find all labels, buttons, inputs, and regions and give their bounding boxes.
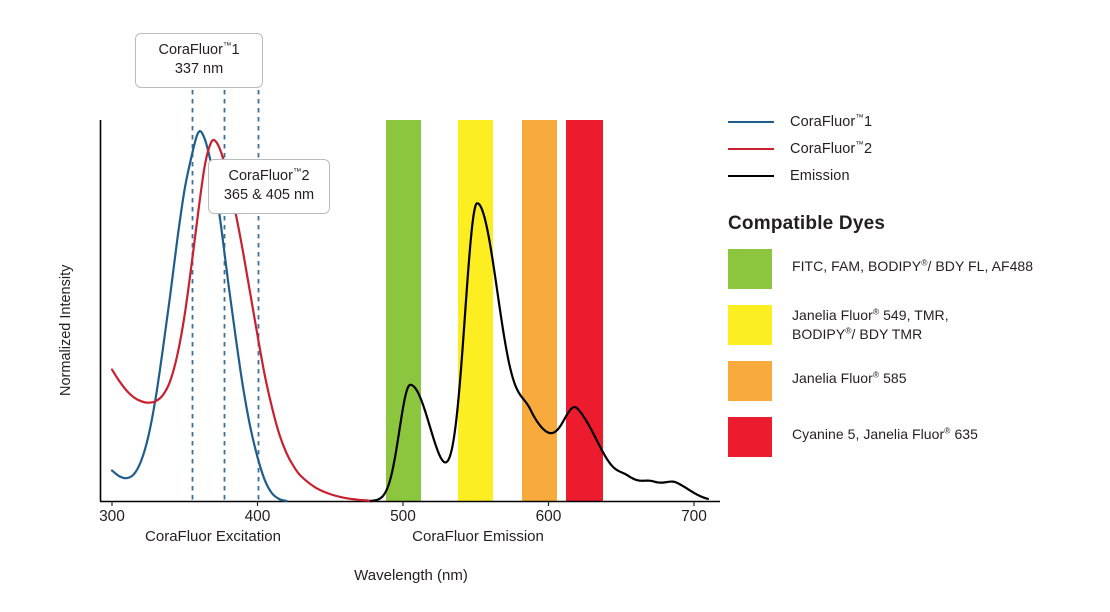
curve-emission xyxy=(369,202,710,503)
orange-band xyxy=(522,120,557,501)
dye-color-swatch xyxy=(728,305,772,345)
callout-1-line2: 337 nm xyxy=(174,61,224,78)
x-tick-label-700: 700 xyxy=(681,508,707,525)
section-label-emission: CoraFluor Emission xyxy=(412,528,544,545)
dye-item-2[interactable]: Janelia Fluor® 549, TMR, BODIPY®/ BDY TMR xyxy=(728,305,1098,345)
callout-2-line2: 365 & 405 nm xyxy=(223,187,315,204)
x-tick-label-500: 500 xyxy=(390,508,416,525)
dye-label: Cyanine 5, Janelia Fluor® 635 xyxy=(792,417,978,444)
callout-2-line1: CoraFluor™2 xyxy=(228,166,310,184)
dye-label-line1: Janelia Fluor® 549, TMR, xyxy=(792,306,949,323)
dye-item-1[interactable]: FITC, FAM, BODIPY®/ BDY FL, AF488 xyxy=(728,249,1098,289)
dye-color-swatch xyxy=(728,249,772,289)
legend-item-label: CoraFluor™2 xyxy=(790,138,873,157)
green-band xyxy=(386,120,421,501)
legend-item-3[interactable]: Emission xyxy=(728,162,1098,189)
vertical-marker-lines-group xyxy=(191,90,260,501)
dye-label: Janelia Fluor® 585 xyxy=(792,361,907,388)
dye-item-3[interactable]: Janelia Fluor® 585 xyxy=(728,361,1098,401)
compatible-dyes-list: FITC, FAM, BODIPY®/ BDY FL, AF488 Janelia… xyxy=(728,249,1098,457)
axis-lines-group xyxy=(99,120,720,503)
legend-panel: CoraFluor™1 CoraFluor™2 Emission Compatibl… xyxy=(728,108,1098,473)
dye-color-swatch xyxy=(728,361,772,401)
compatible-dyes-title: Compatible Dyes xyxy=(728,213,886,234)
legend-item-label: Emission xyxy=(790,167,850,184)
dye-label-line1: Janelia Fluor® 585 xyxy=(792,369,907,386)
callout-corafluor1: CoraFluor™1 337 nm xyxy=(135,33,263,89)
curve-corafluor2 xyxy=(110,138,375,503)
shaded-bands-group xyxy=(386,120,603,501)
legend-line-swatch xyxy=(728,174,774,177)
dye-item-4[interactable]: Cyanine 5, Janelia Fluor® 635 xyxy=(728,417,1098,457)
x-axis-ticks-group: 300 400 500 600 700 CoraFluor Excitation CoraF… xyxy=(99,501,707,545)
y-axis-title: Normalized Intensity xyxy=(58,264,74,396)
x-axis-title: Wavelength (nm) xyxy=(354,567,468,584)
legend-item-label: CoraFluor™1 xyxy=(790,111,873,130)
x-tick-label-600: 600 xyxy=(536,508,562,525)
legend-line-swatch xyxy=(728,147,774,150)
x-tick-label-300: 300 xyxy=(99,508,125,525)
legend-series-list: CoraFluor™1 CoraFluor™2 Emission xyxy=(728,108,1098,189)
spectra-curves-group xyxy=(110,130,710,503)
dye-label-line2: BODIPY®/ BDY TMR xyxy=(792,325,923,343)
dye-label-line1: Cyanine 5, Janelia Fluor® 635 xyxy=(792,425,978,442)
x-tick-label-400: 400 xyxy=(245,508,271,525)
red-band xyxy=(566,120,603,501)
dye-label: Janelia Fluor® 549, TMR, BODIPY®/ BDY TMR xyxy=(792,305,949,345)
yellow-band xyxy=(458,120,493,501)
curve-corafluor1 xyxy=(110,130,288,503)
callout-1-line1: CoraFluor™1 xyxy=(158,40,240,58)
section-label-excitation: CoraFluor Excitation xyxy=(145,528,281,545)
callout-corafluor2: CoraFluor™2 365 & 405 nm xyxy=(208,159,330,215)
legend-item-1[interactable]: CoraFluor™1 xyxy=(728,108,1098,135)
dye-label-line1: FITC, FAM, BODIPY®/ BDY FL, AF488 xyxy=(792,257,1034,274)
legend-item-2[interactable]: CoraFluor™2 xyxy=(728,135,1098,162)
dye-label: FITC, FAM, BODIPY®/ BDY FL, AF488 xyxy=(792,249,1033,276)
legend-line-swatch xyxy=(728,120,774,123)
dye-color-swatch xyxy=(728,417,772,457)
